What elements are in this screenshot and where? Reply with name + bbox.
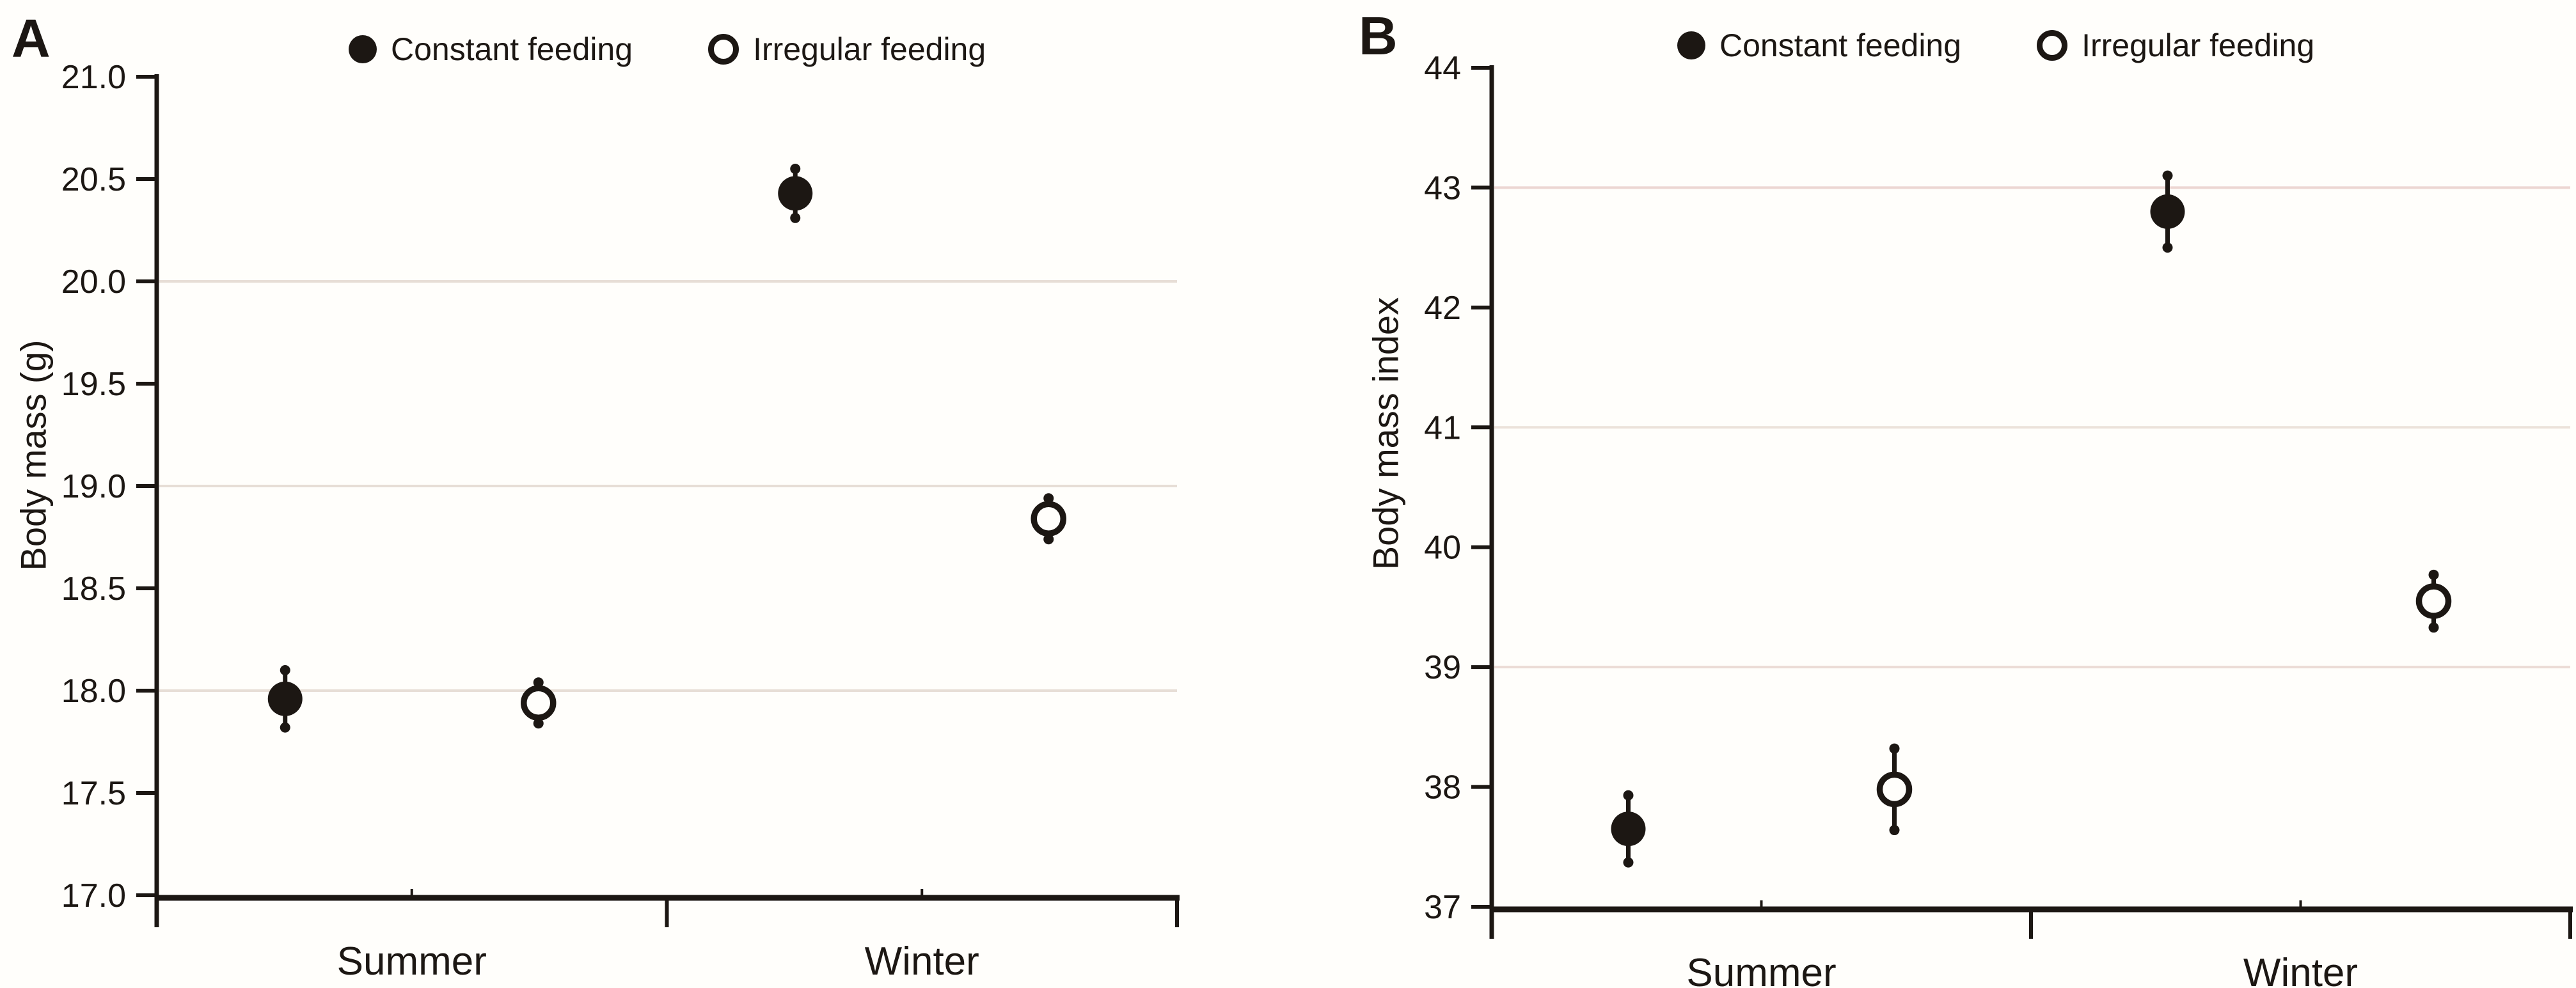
data-point-filled: [778, 176, 813, 211]
legend-item-constant-feeding: Constant feeding: [1677, 27, 1961, 64]
legend-label-irregular: Irregular feeding: [753, 31, 986, 67]
data-point-open: [1031, 501, 1066, 537]
y-tick-label: 17.0: [61, 877, 126, 914]
legend-label-constant: Constant feeding: [1719, 27, 1962, 63]
error-bar-cap: [790, 212, 801, 223]
filled-circle-icon: [1677, 31, 1705, 59]
error-bar-cap: [533, 718, 544, 729]
panel-a-y-axis-title: Body mass (g): [13, 340, 54, 571]
error-bar-cap: [1043, 534, 1054, 545]
panel-a-letter: A: [12, 8, 51, 68]
y-tick-label: 19.0: [61, 468, 126, 505]
y-tick-label: 18.0: [61, 673, 126, 710]
error-bar-cap: [2428, 622, 2439, 633]
y-tick-label: 40: [1424, 529, 1461, 567]
legend-item-constant-feeding: Constant feeding: [349, 31, 633, 68]
panel-b-letter: B: [1359, 6, 1398, 66]
error-bar-cap: [280, 665, 290, 675]
data-point-open: [521, 685, 557, 721]
filled-circle-icon: [349, 35, 377, 63]
error-bar-cap: [2428, 569, 2439, 580]
legend-item-irregular-feeding: Irregular feeding: [708, 31, 986, 68]
data-point-filled: [267, 681, 303, 716]
y-tick-label: 19.5: [61, 366, 126, 403]
y-tick-label: 41: [1424, 409, 1461, 446]
error-bar-cap: [280, 722, 290, 733]
legend-label-constant: Constant feeding: [391, 31, 633, 67]
legend-item-irregular-feeding: Irregular feeding: [2037, 27, 2314, 64]
error-bar-cap: [1889, 743, 1900, 754]
y-tick-label: 44: [1424, 50, 1461, 87]
data-point-open: [2415, 583, 2452, 619]
error-bar-cap: [1623, 790, 1634, 801]
legend-label-irregular: Irregular feeding: [2082, 27, 2315, 63]
open-circle-icon: [2037, 30, 2068, 61]
y-tick-label: 18.5: [61, 570, 126, 608]
y-tick-label: 37: [1424, 889, 1461, 926]
panel-a-legend: Constant feeding Irregular feeding: [349, 31, 986, 68]
y-tick-label: 42: [1424, 290, 1461, 327]
y-tick-label: 39: [1424, 649, 1461, 686]
y-tick-label: 20.5: [61, 161, 126, 198]
error-bar-cap: [1043, 493, 1054, 504]
error-bar-cap: [533, 677, 544, 688]
error-bar-cap: [2162, 170, 2173, 181]
y-tick-label: 21.0: [61, 59, 126, 96]
data-point-open: [1876, 771, 1913, 808]
error-bar-cap: [2162, 242, 2173, 253]
y-tick-label: 20.0: [61, 263, 126, 301]
y-tick-label: 43: [1424, 169, 1461, 207]
error-bar-cap: [1623, 857, 1634, 868]
x-category-label: Summer: [1686, 951, 1836, 988]
data-point-filled: [2150, 194, 2185, 229]
panel-b-y-axis-title: Body mass index: [1365, 297, 1406, 570]
error-bar-cap: [1889, 825, 1900, 836]
x-category-label: Winter: [865, 939, 979, 984]
y-tick-label: 38: [1424, 769, 1461, 806]
open-circle-icon: [708, 34, 739, 65]
x-category-label: Summer: [337, 939, 487, 984]
x-category-label: Winter: [2243, 951, 2358, 988]
data-point-filled: [1611, 812, 1646, 847]
error-bar-cap: [790, 164, 801, 174]
y-tick-label: 17.5: [61, 775, 126, 812]
panel-b-legend: Constant feeding Irregular feeding: [1677, 27, 2314, 64]
